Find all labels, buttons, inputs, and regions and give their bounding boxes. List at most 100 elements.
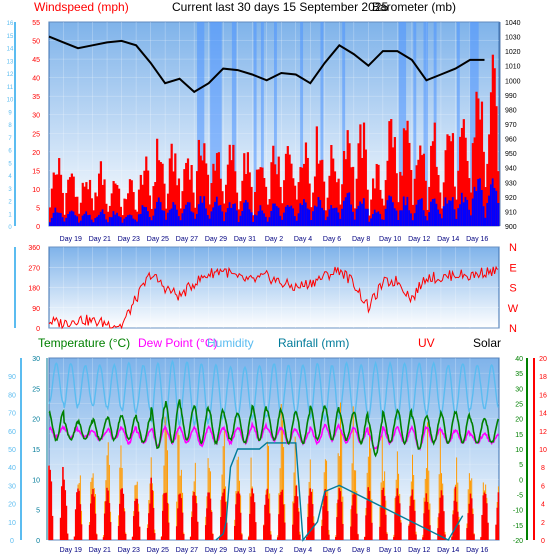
barometer-axis-label: Barometer (mb) (372, 0, 457, 14)
wind-average-bar (382, 219, 386, 226)
wind-average-bar (83, 213, 86, 226)
wind-average-bar (301, 204, 304, 226)
wind-gust-bar (292, 178, 295, 226)
wind-average-bar (143, 206, 146, 226)
wind-gust-bar (217, 152, 220, 226)
wind-tick-label: 20 (32, 150, 40, 157)
wind-gust-bar (127, 193, 130, 226)
wind-average-bar (219, 205, 222, 226)
wind-average-bar (450, 200, 453, 226)
wind-average-bar (152, 215, 155, 226)
wind-gust-bar (83, 186, 86, 226)
wind-gust-bar (59, 174, 63, 226)
wind-average-bar (116, 212, 119, 226)
wind-average-bar (110, 217, 113, 226)
humidity-tick-label: 60 (8, 429, 16, 436)
wind-average-bar (183, 208, 186, 226)
baro-tick-label: 940 (505, 166, 517, 173)
wind-x-tick-label: Day 29 (205, 236, 227, 243)
wind-gust-bar (225, 184, 228, 226)
wind-calm-band (456, 22, 460, 226)
rain-tick-label: 20 (32, 417, 40, 424)
wind-gust-bar (435, 166, 438, 226)
wind-average-bar (462, 202, 465, 226)
rain-tick-label: 5 (36, 508, 40, 515)
direction-tick-label: 360 (28, 245, 40, 252)
temp-x-tick-label: Day 19 (60, 547, 82, 554)
wind-gust-bar (68, 177, 72, 226)
wind-average-bar (56, 212, 59, 226)
wind-gust-bar (88, 179, 92, 226)
wind-average-bar (266, 221, 269, 226)
wind-average-bar (299, 203, 302, 226)
rain-tick-label: 25 (32, 386, 40, 393)
baro-tick-label: 990 (505, 93, 517, 100)
wind-gust-bar (54, 174, 57, 226)
wind-gust-bar (368, 215, 371, 226)
wind-average-bar (324, 220, 328, 226)
wind-average-bar (473, 186, 476, 226)
wind-average-bar (49, 222, 52, 226)
wind-gust-bar (61, 192, 64, 226)
wind-average-bar (179, 220, 182, 226)
wind-gust-bar (58, 158, 61, 226)
baro-tick-label: 1010 (505, 64, 521, 71)
wind-gust-bar (97, 173, 101, 226)
wind-average-bar (377, 211, 380, 226)
wind-calm-band (231, 22, 237, 226)
wind-gust-bar (388, 121, 391, 226)
wind-gust-bar (457, 170, 460, 226)
wind-average-bar (293, 216, 297, 226)
wind-gust-bar (475, 91, 478, 226)
wind-gust-bar (362, 122, 366, 226)
wind-average-bar (439, 213, 442, 226)
wind-gust-bar (466, 160, 469, 226)
wind-average-bar (88, 214, 92, 226)
wind-average-bar (460, 192, 464, 226)
wind-average-bar (310, 220, 313, 226)
wind-gust-bar (214, 170, 217, 226)
wind-average-bar (277, 207, 280, 226)
wind-gust-bar (281, 203, 284, 226)
wind-gust-bar (105, 203, 108, 226)
baro-tick-label: 1040 (505, 20, 521, 27)
wind-gust-bar (90, 198, 93, 226)
wind-average-bar (435, 203, 438, 226)
wind-gust-bar (306, 157, 309, 226)
wind-gust-bar (125, 199, 128, 226)
wind-gust-bar (460, 127, 464, 226)
wind-average-bar (74, 215, 77, 226)
wind-calm-band (398, 22, 407, 226)
wind-average-bar (225, 212, 228, 226)
wind-secondary-tick-label: 3 (8, 187, 12, 193)
wind-average-bar (87, 215, 90, 226)
wind-average-bar (286, 205, 289, 226)
wind-gust-bar (244, 174, 248, 226)
wind-gust-bar (488, 134, 491, 226)
wind-average-bar (181, 213, 184, 226)
wind-average-bar (384, 208, 387, 226)
wind-gust-bar (468, 178, 471, 226)
wind-average-bar (406, 196, 409, 226)
wind-gust-bar (437, 175, 440, 226)
wind-gust-bar (390, 119, 393, 226)
humidity-tick-label: 10 (8, 520, 16, 527)
wind-average-bar (234, 203, 237, 226)
wind-gust-bar (333, 171, 337, 226)
wind-gust-bar (315, 126, 318, 226)
wind-calm-band (342, 22, 346, 226)
temp-x-tick-label: Day 6 (323, 547, 341, 554)
temp-tick-label: 25 (515, 402, 523, 409)
wind-gust-bar (462, 119, 465, 226)
windspeed-axis-label: Windspeed (mph) (34, 0, 129, 14)
wind-average-bar (279, 215, 282, 226)
wind-average-bar (480, 190, 484, 226)
wind-average-bar (455, 218, 458, 226)
wind-average-bar (165, 219, 168, 226)
humidity-tick-label: 70 (8, 411, 16, 418)
wind-average-bar (261, 210, 264, 226)
wind-average-bar (235, 210, 239, 226)
wind-gust-bar (419, 145, 422, 226)
temp-x-tick-label: Day 2 (265, 547, 283, 554)
direction-tick-label: 180 (28, 286, 40, 293)
